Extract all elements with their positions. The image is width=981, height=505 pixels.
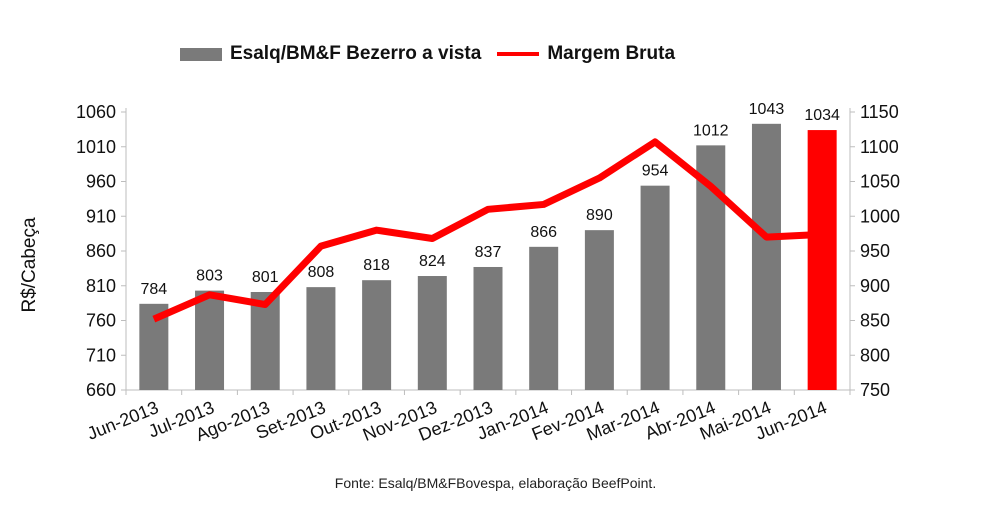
bar-value-label: 824: [419, 253, 446, 270]
y2-tick-label: 1000: [860, 206, 900, 226]
bar-value-label: 1034: [804, 107, 840, 124]
bar: [640, 185, 670, 390]
y-tick-label: 660: [86, 380, 116, 400]
y2-tick-label: 1050: [860, 172, 900, 192]
bar: [473, 266, 503, 390]
bar-value-label: 954: [642, 163, 669, 180]
y2-tick-label: 750: [860, 380, 890, 400]
bar: [362, 280, 392, 390]
legend-item-line: Margem Bruta: [497, 43, 675, 65]
bar-value-label: 801: [252, 269, 279, 286]
bar-value-label: 890: [586, 207, 613, 224]
margem-bruta-line: [152, 138, 823, 323]
source-note: Fonte: Esalq/BM&FBovespa, elaboração Bee…: [334, 475, 657, 491]
legend-item-bar: Esalq/BM&F Bezerro a vista: [180, 43, 481, 65]
bar-value-label: 803: [196, 268, 223, 285]
bar: [417, 276, 447, 390]
bar: [584, 230, 614, 390]
bar: [250, 292, 280, 390]
y2-tick-label: 850: [860, 311, 890, 331]
bar-value-label: 866: [530, 224, 557, 241]
bar-value-label: 808: [308, 264, 335, 281]
y2-tick-label: 1100: [860, 137, 899, 157]
bar: [529, 246, 559, 390]
legend-bar-swatch: [180, 47, 222, 61]
y-tick-label: 860: [86, 241, 116, 261]
bar-value-label: 1012: [693, 122, 729, 139]
y-tick-label: 910: [86, 206, 116, 226]
bar: [751, 123, 781, 390]
y2-tick-label: 900: [860, 276, 890, 296]
y-tick-label: 710: [86, 345, 116, 365]
bar-value-label: 1043: [749, 101, 785, 118]
y2-tick-label: 950: [860, 241, 890, 261]
bar-value-label: 818: [363, 257, 390, 274]
y2-tick-label: 1150: [860, 102, 899, 122]
bar: [807, 130, 837, 390]
y2-tick-label: 800: [860, 345, 890, 365]
y-tick-label: 1060: [76, 102, 116, 122]
bar: [306, 287, 336, 390]
bar: [195, 290, 225, 390]
bar-value-label: 784: [140, 281, 167, 298]
bar-value-label: 837: [475, 244, 502, 261]
legend: Esalq/BM&F Bezerro a vista Margem Bruta: [180, 40, 691, 68]
legend-line-swatch: [497, 52, 540, 56]
y-tick-label: 960: [86, 172, 116, 192]
y-tick-label: 810: [86, 276, 116, 296]
legend-line-label: Margem Bruta: [547, 43, 676, 64]
legend-bar-label: Esalq/BM&F Bezerro a vista: [230, 43, 482, 64]
y-tick-label: 760: [86, 311, 116, 331]
y-tick-label: 1010: [76, 137, 116, 157]
